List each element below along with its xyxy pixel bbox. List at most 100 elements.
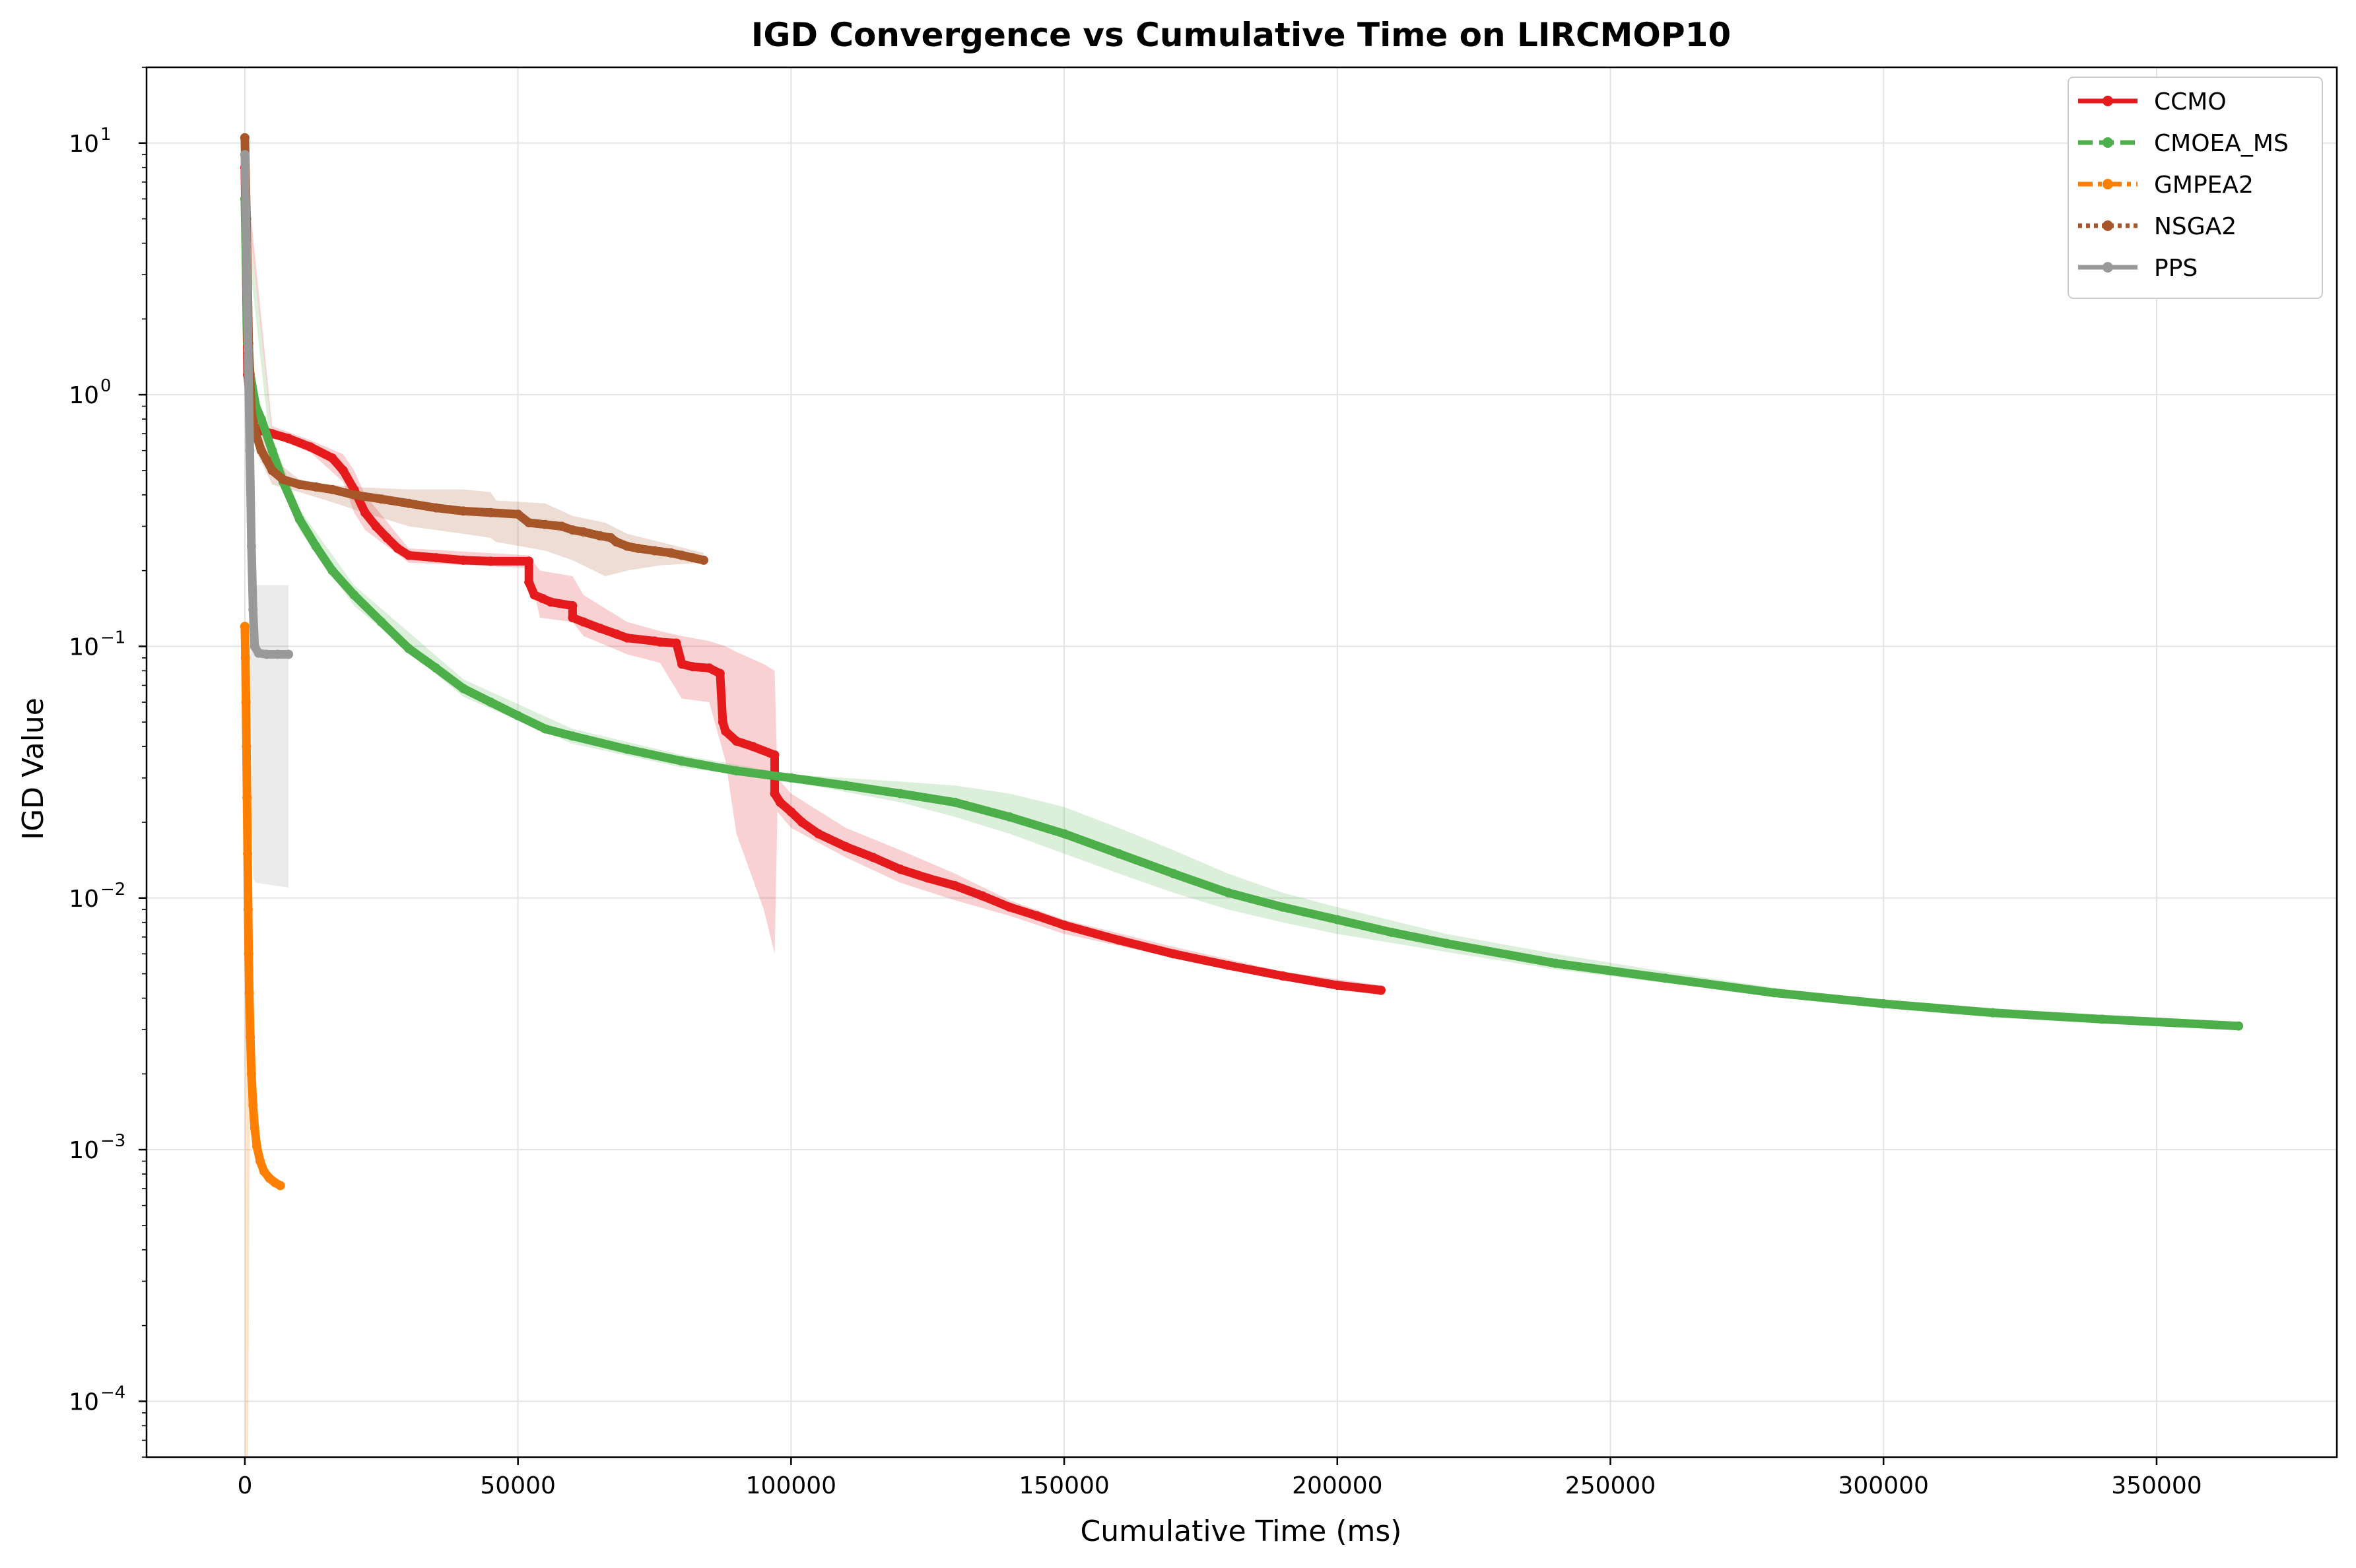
data-point-nsga2 <box>256 445 266 455</box>
data-point-ccmo <box>868 853 878 863</box>
data-point-nsga2 <box>611 537 621 547</box>
data-point-pps <box>240 150 250 160</box>
legend-marker-nsga2 <box>2103 220 2113 231</box>
x-tick-label: 350000 <box>2111 1472 2202 1499</box>
data-point-gmpea2 <box>250 1123 259 1133</box>
y-tick-label: 10 <box>69 1388 99 1416</box>
y-tick-exponent: −3 <box>100 1131 125 1151</box>
data-point-pps <box>253 648 263 658</box>
x-tick-label: 150000 <box>1019 1472 1109 1499</box>
data-point-nsga2 <box>633 544 643 553</box>
data-point-nsga2 <box>513 509 523 519</box>
data-point-gmpea2 <box>246 1069 256 1079</box>
data-point-gmpea2 <box>244 988 254 998</box>
data-point-pps <box>245 445 255 455</box>
data-point-ccmo <box>1005 902 1015 912</box>
data-point-gmpea2 <box>243 905 253 915</box>
data-point-ccmo <box>371 521 381 531</box>
data-point-cmoea-ms <box>1879 999 1889 1008</box>
data-point-nsga2 <box>376 494 386 504</box>
data-point-cmoea-ms <box>404 643 414 653</box>
data-point-cmoea-ms <box>1387 927 1397 937</box>
data-point-cmoea-ms <box>458 684 468 694</box>
data-point-cmoea-ms <box>486 698 496 707</box>
data-point-ccmo <box>775 797 785 807</box>
data-point-cmoea-ms <box>1223 888 1233 898</box>
data-point-nsga2 <box>595 531 605 540</box>
data-point-gmpea2 <box>242 742 252 752</box>
legend-marker-ccmo <box>2103 96 2113 106</box>
data-point-ccmo <box>623 633 632 643</box>
data-point-ccmo <box>655 637 665 647</box>
band-pps <box>244 148 289 888</box>
data-point-nsga2 <box>349 490 359 500</box>
data-point-ccmo <box>677 659 687 669</box>
data-point-ccmo <box>797 818 807 827</box>
y-tick-label: 10 <box>69 634 99 661</box>
legend-label-ccmo: CCMO <box>2154 88 2227 115</box>
data-point-cmoea-ms <box>1988 1008 1998 1018</box>
data-point-cmoea-ms <box>256 414 266 424</box>
legend-marker-cmoea-ms <box>2103 137 2113 148</box>
y-tick-exponent: 1 <box>100 125 112 145</box>
data-point-ccmo <box>393 544 403 553</box>
data-point-cmoea-ms <box>1168 868 1178 878</box>
data-point-cmoea-ms <box>623 744 632 754</box>
x-axis-label: Cumulative Time (ms) <box>1081 1515 1402 1548</box>
data-point-nsga2 <box>578 527 588 537</box>
data-point-nsga2 <box>541 519 550 529</box>
data-point-ccmo <box>578 617 588 627</box>
legend-label-nsga2: NSGA2 <box>2154 213 2237 240</box>
data-point-nsga2 <box>294 480 304 490</box>
data-point-nsga2 <box>524 518 534 528</box>
data-point-ccmo <box>524 556 534 566</box>
data-point-nsga2 <box>311 482 321 492</box>
data-point-nsga2 <box>267 465 277 475</box>
data-point-ccmo <box>688 662 698 672</box>
data-point-ccmo <box>529 590 539 600</box>
data-point-cmoea-ms <box>327 566 337 575</box>
data-point-cmoea-ms <box>1278 902 1288 912</box>
data-point-ccmo <box>770 750 780 760</box>
data-point-pps <box>243 346 253 355</box>
data-point-cmoea-ms <box>841 781 851 791</box>
data-point-cmoea-ms <box>950 797 960 807</box>
data-point-cmoea-ms <box>1551 958 1561 968</box>
data-point-ccmo <box>718 717 727 727</box>
data-point-pps <box>273 649 283 659</box>
data-point-cmoea-ms <box>1442 938 1452 948</box>
series-line-nsga2 <box>240 133 708 565</box>
data-point-gmpea2 <box>244 949 253 959</box>
data-point-ccmo <box>568 613 578 622</box>
data-point-ccmo <box>382 533 392 542</box>
data-point-ccmo <box>1376 985 1386 995</box>
data-point-nsga2 <box>404 498 414 508</box>
data-point-ccmo <box>327 453 337 463</box>
y-tick-exponent: 0 <box>100 376 112 396</box>
data-point-ccmo <box>568 601 578 610</box>
x-tick-label: 300000 <box>1838 1472 1929 1499</box>
data-point-cmoea-ms <box>1005 812 1015 822</box>
y-tick-label: 10 <box>69 131 99 158</box>
data-point-nsga2 <box>327 484 337 494</box>
data-point-gmpea2 <box>242 793 252 802</box>
data-point-ccmo <box>404 550 414 560</box>
data-point-nsga2 <box>431 503 441 513</box>
data-point-nsga2 <box>556 521 566 531</box>
data-point-gmpea2 <box>240 622 250 632</box>
data-point-cmoea-ms <box>2097 1014 2107 1024</box>
data-point-gmpea2 <box>243 849 253 859</box>
data-point-nsga2 <box>650 546 659 556</box>
data-point-ccmo <box>360 507 370 517</box>
x-tick-label: 0 <box>237 1472 252 1499</box>
data-point-ccmo <box>704 663 714 673</box>
data-point-gmpea2 <box>259 1166 269 1176</box>
data-point-nsga2 <box>240 133 250 143</box>
legend-label-pps: PPS <box>2154 255 2198 282</box>
data-point-ccmo <box>611 629 621 639</box>
data-point-ccmo <box>431 553 441 563</box>
data-point-ccmo <box>895 865 905 874</box>
legend-marker-gmpea2 <box>2103 179 2113 189</box>
legend: CCMO CMOEA_MS GMPEA2 NSGA2 PPS <box>2068 77 2323 299</box>
data-point-ccmo <box>923 873 933 883</box>
